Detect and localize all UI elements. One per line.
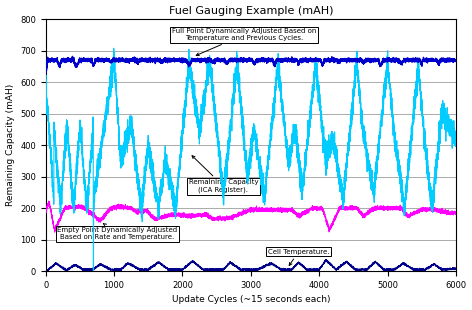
Y-axis label: Remaining Capacity (mAH): Remaining Capacity (mAH) — [6, 84, 15, 206]
Text: Remaining Capacity
(ICA Register).: Remaining Capacity (ICA Register). — [189, 156, 258, 193]
Text: Cell Temperature.: Cell Temperature. — [268, 249, 329, 265]
Text: Empty Point Dynamically Adjusted
Based on Rate and Temperature.: Empty Point Dynamically Adjusted Based o… — [58, 224, 177, 241]
Title: Fuel Gauging Example (mAH): Fuel Gauging Example (mAH) — [169, 6, 333, 16]
X-axis label: Update Cycles (~15 seconds each): Update Cycles (~15 seconds each) — [171, 295, 330, 304]
Text: Full Point Dynamically Adjusted Based on
Temperature and Previous Cycles.: Full Point Dynamically Adjusted Based on… — [172, 28, 316, 55]
